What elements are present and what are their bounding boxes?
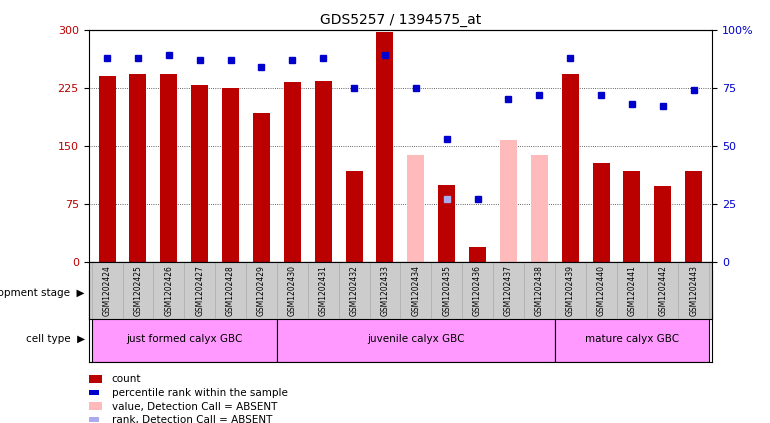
Text: GSM1202440: GSM1202440 [597,265,605,316]
Bar [315,81,332,262]
Text: GSM1202436: GSM1202436 [473,265,482,316]
Bar [624,171,641,262]
Text: GSM1202441: GSM1202441 [628,265,637,316]
Bar [277,317,554,362]
Bar [377,32,393,262]
Text: GSM1202442: GSM1202442 [658,265,668,316]
Bar [129,74,146,262]
Text: GSM1202443: GSM1202443 [689,265,698,316]
Text: development stage  ▶: development stage ▶ [0,288,85,298]
Text: GSM1202432: GSM1202432 [350,265,359,316]
Text: GSM1202427: GSM1202427 [196,265,204,316]
Bar [469,247,486,262]
Bar [99,76,116,262]
Bar [500,140,517,262]
Text: just formed calyx GBC: just formed calyx GBC [126,335,243,344]
Bar [284,82,301,262]
Text: count: count [112,374,141,385]
Bar [277,271,554,315]
Text: GSM1202429: GSM1202429 [257,265,266,316]
Bar [554,271,709,315]
Bar [554,317,709,362]
Text: postnatal day 8: postnatal day 8 [375,288,457,298]
Bar [92,317,277,362]
Text: postnatal day 3: postnatal day 3 [143,288,225,298]
Text: postnatal day 21: postnatal day 21 [588,288,676,298]
Text: cell type  ▶: cell type ▶ [25,335,85,344]
Bar [160,74,177,262]
Bar [562,74,579,262]
Bar [222,88,239,262]
Text: GSM1202430: GSM1202430 [288,265,296,316]
Text: GSM1202428: GSM1202428 [226,265,235,316]
Text: GSM1202439: GSM1202439 [566,265,574,316]
Text: GSM1202438: GSM1202438 [535,265,544,316]
Bar [593,163,610,262]
Bar [654,186,671,262]
Bar [438,185,455,262]
Text: rank, Detection Call = ABSENT: rank, Detection Call = ABSENT [112,415,272,423]
Text: juvenile calyx GBC: juvenile calyx GBC [367,335,464,344]
Text: GSM1202434: GSM1202434 [411,265,420,316]
Bar [685,171,702,262]
Text: mature calyx GBC: mature calyx GBC [585,335,679,344]
Text: GSM1202435: GSM1202435 [442,265,451,316]
Text: value, Detection Call = ABSENT: value, Detection Call = ABSENT [112,401,277,412]
Bar [407,155,424,262]
Bar [346,171,363,262]
Text: GSM1202426: GSM1202426 [164,265,173,316]
Text: GSM1202425: GSM1202425 [133,265,142,316]
Text: GSM1202437: GSM1202437 [504,265,513,316]
Bar [191,85,208,262]
Bar [92,271,277,315]
Bar [253,113,270,262]
Text: GSM1202424: GSM1202424 [102,265,112,316]
Text: GSM1202431: GSM1202431 [319,265,328,316]
Text: percentile rank within the sample: percentile rank within the sample [112,388,287,398]
Bar [531,155,547,262]
Title: GDS5257 / 1394575_at: GDS5257 / 1394575_at [320,13,481,27]
Text: GSM1202433: GSM1202433 [380,265,390,316]
